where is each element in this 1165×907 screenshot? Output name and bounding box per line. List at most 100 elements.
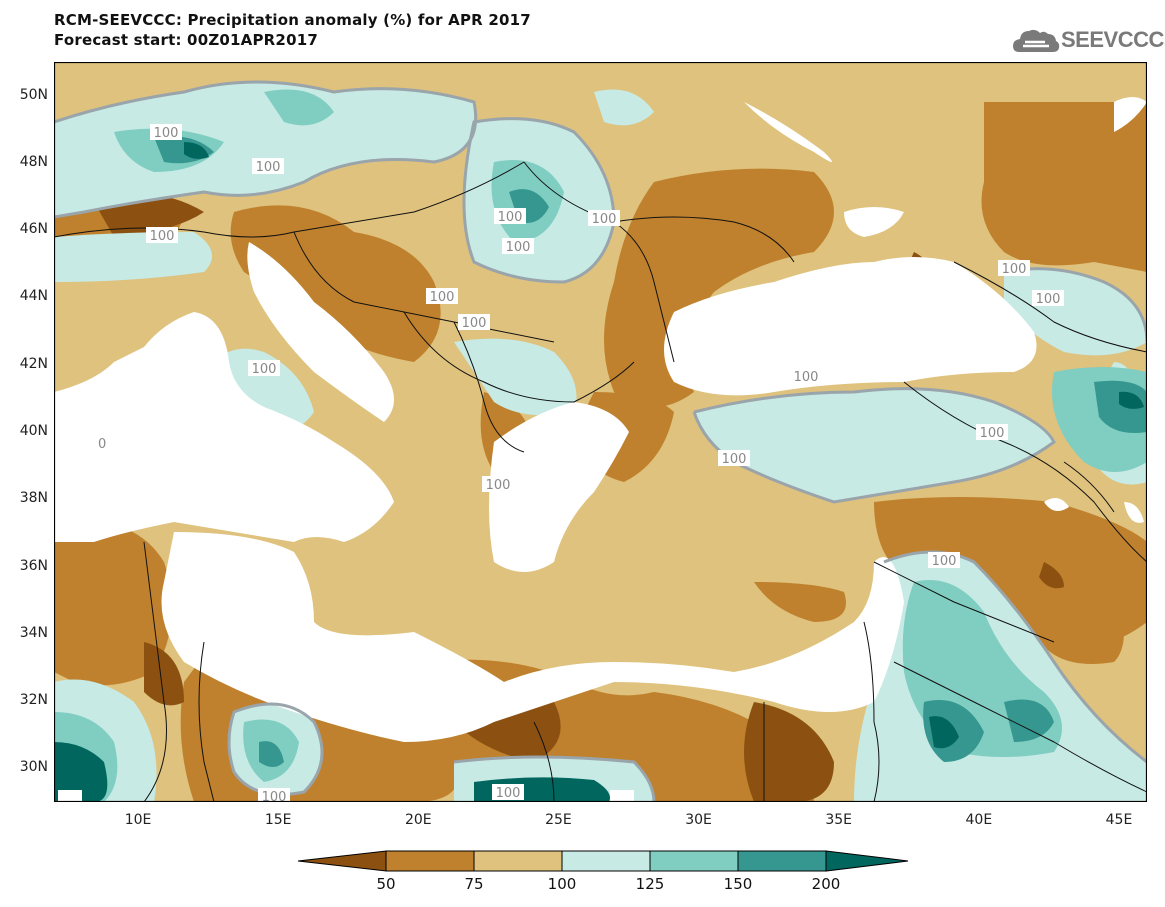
logo-text: SEEVCCC bbox=[1061, 27, 1164, 52]
aegean-sea bbox=[489, 402, 629, 572]
adriatic-sea bbox=[247, 242, 394, 422]
cloud-icon bbox=[1013, 29, 1060, 52]
zone-50-75 bbox=[54, 520, 172, 686]
no-data-patch bbox=[1124, 502, 1144, 523]
contour-label-bg bbox=[482, 476, 514, 492]
zone-above-200 bbox=[54, 742, 108, 802]
zone-150-200 bbox=[259, 741, 284, 767]
latitude-tick-label: 32N bbox=[19, 692, 48, 709]
latitude-tick-label: 48N bbox=[19, 153, 48, 170]
legend-label: 50 bbox=[376, 875, 396, 893]
legend-swatch bbox=[561, 850, 651, 872]
longitude-tick-label: 15E bbox=[264, 812, 292, 828]
legend-label: 125 bbox=[635, 875, 665, 893]
latitude-tick-label: 42N bbox=[19, 355, 48, 372]
latitude-tick-label: 30N bbox=[19, 759, 48, 776]
contour-label-bg bbox=[588, 210, 620, 226]
legend-arrow-low bbox=[297, 850, 387, 872]
zone-100-125 bbox=[54, 232, 212, 282]
no-data-patch bbox=[744, 102, 832, 162]
contour-label: 100 bbox=[262, 790, 287, 802]
contour-label-bg bbox=[1032, 290, 1064, 306]
zone-100-125 bbox=[594, 89, 654, 126]
contour-label: 100 bbox=[498, 210, 523, 225]
no-data-patch bbox=[610, 790, 634, 802]
longitude-tick-label: 45E bbox=[1105, 812, 1133, 828]
longitude-tick-label: 25E bbox=[545, 812, 572, 828]
latitude-tick-label: 36N bbox=[19, 557, 48, 574]
contour-label-bg bbox=[790, 368, 822, 384]
longitude-tick-label: 30E bbox=[685, 812, 712, 828]
zone-125-150 bbox=[264, 89, 334, 126]
legend-swatch bbox=[649, 850, 739, 872]
contour-label: 100 bbox=[506, 240, 531, 255]
contour-label-bg bbox=[718, 450, 750, 466]
sea-of-azov bbox=[844, 207, 904, 237]
zone-150-200 bbox=[1004, 699, 1054, 742]
mediterranean-sea bbox=[54, 312, 394, 542]
zone-below-50 bbox=[144, 642, 184, 706]
map-border bbox=[53, 61, 1148, 803]
contour-label-bg bbox=[248, 360, 280, 376]
contour-label: 100 bbox=[1002, 262, 1027, 277]
contour-label-bg bbox=[976, 424, 1008, 440]
no-data-patch bbox=[1044, 498, 1069, 511]
contour-label-bg bbox=[252, 158, 284, 174]
contour-label: 100 bbox=[794, 370, 819, 385]
contour-label-bg bbox=[494, 208, 526, 224]
legend-label: 75 bbox=[464, 875, 484, 893]
contour-labels: 100 100 100 100 100 100 100 100 100 100 100 100 100 1… bbox=[98, 124, 1064, 802]
longitude-tick-label: 35E bbox=[825, 812, 853, 828]
contour-label: 100 bbox=[154, 126, 179, 141]
contour-label: 100 bbox=[592, 212, 617, 227]
contour-label-bg bbox=[458, 314, 490, 330]
longitude-tick-label: 20E bbox=[404, 812, 432, 828]
contour-label: 100 bbox=[150, 229, 175, 244]
forecast-start-label: Forecast start: 00Z01APR2017 bbox=[54, 31, 318, 49]
contour-label-bg bbox=[492, 784, 524, 800]
seevccc-logo: SEEVCCC bbox=[1011, 22, 1164, 60]
zone-50-75 bbox=[981, 102, 1147, 272]
contour-label: 100 bbox=[256, 160, 281, 175]
zone-below-50 bbox=[744, 702, 834, 802]
zone-50-75 bbox=[754, 582, 846, 622]
zone-above-200 bbox=[184, 142, 209, 159]
contour-label: 100 bbox=[462, 316, 487, 331]
legend-arrow-high bbox=[825, 850, 909, 872]
mediterranean-sea bbox=[161, 532, 904, 742]
zone-100-125 bbox=[54, 82, 476, 217]
zone-below-50 bbox=[1039, 562, 1064, 589]
contour-label-bg bbox=[502, 238, 534, 254]
longitude-tick-label: 40E bbox=[965, 812, 993, 828]
contour-label: 100 bbox=[496, 786, 521, 801]
zone-50-75 bbox=[604, 168, 834, 407]
legend-label: 100 bbox=[547, 875, 577, 893]
legend-label: 150 bbox=[723, 875, 753, 893]
no-data-patch bbox=[58, 790, 82, 802]
contour-label-bg bbox=[146, 227, 178, 243]
contour-label: 100 bbox=[1036, 292, 1061, 307]
legend-swatch bbox=[385, 850, 475, 872]
map-panel: 100 100 100 100 100 100 100 100 100 100 100 100 100 1… bbox=[53, 61, 1148, 803]
contour-label-bg bbox=[426, 288, 458, 304]
latitude-tick-label: 34N bbox=[19, 624, 48, 641]
zone-50-75 bbox=[230, 205, 441, 362]
zone-100-125 bbox=[214, 348, 314, 430]
no-data-patch bbox=[1114, 97, 1147, 132]
contour-label: 100 bbox=[486, 478, 511, 493]
contour-label: 100 bbox=[980, 426, 1005, 441]
latitude-tick-label: 38N bbox=[19, 490, 48, 507]
contour-label: 100 bbox=[252, 362, 277, 377]
zone-100-125 bbox=[694, 388, 1054, 502]
country-borders bbox=[54, 161, 1147, 802]
contour-label-bg bbox=[998, 260, 1030, 276]
contour-label: 100 bbox=[722, 452, 747, 467]
contour-label-bg bbox=[258, 788, 290, 802]
zone-above-200 bbox=[1119, 391, 1144, 409]
contour-label: 100 bbox=[430, 290, 455, 305]
black-sea bbox=[664, 257, 1037, 396]
latitude-tick-label: 40N bbox=[19, 423, 48, 439]
anomaly-map: 100 100 100 100 100 100 100 100 100 100 100 100 100 1… bbox=[53, 61, 1148, 803]
zone-50-75 bbox=[1011, 532, 1124, 664]
latitude-tick-label: 44N bbox=[19, 288, 48, 305]
